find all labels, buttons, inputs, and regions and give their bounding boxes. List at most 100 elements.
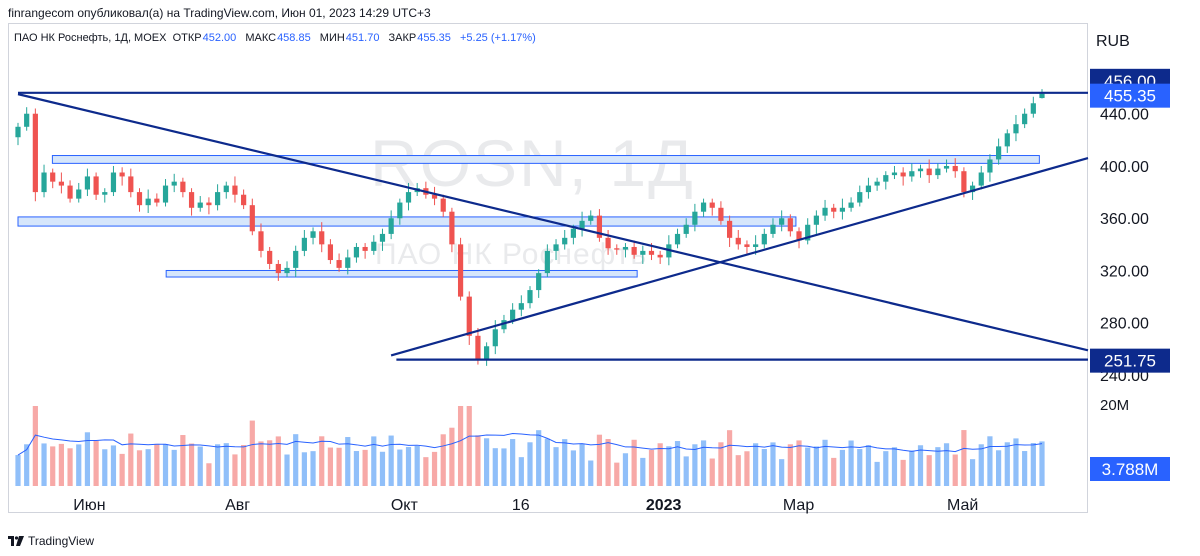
candle-body <box>466 296 472 336</box>
volume-bar <box>67 448 73 486</box>
volume-bar <box>1030 443 1036 486</box>
volume-bar <box>58 443 64 486</box>
volume-bar <box>267 440 273 486</box>
price-label-last: 455.35 <box>1090 83 1170 108</box>
support-resistance-zones <box>17 155 1040 278</box>
candle-body <box>813 215 819 225</box>
candle-body <box>388 218 394 234</box>
volume-bar <box>622 453 629 486</box>
candle-body <box>614 248 620 250</box>
price-label-last-text: 455.35 <box>1104 87 1156 106</box>
footer[interactable]: TradingView <box>8 534 94 548</box>
volume-bar <box>570 450 576 486</box>
volume-bar <box>510 439 516 486</box>
candle-body <box>93 176 99 195</box>
volume-bar <box>596 434 603 486</box>
volume-bar <box>718 442 724 486</box>
volume-bar <box>700 440 707 486</box>
candle-body <box>484 346 490 360</box>
volume-bar <box>527 442 533 486</box>
volume-bar <box>284 454 290 486</box>
volume-bar <box>76 444 82 486</box>
volume-bar <box>501 448 507 486</box>
volume-bar <box>423 457 429 486</box>
candle-body <box>128 176 134 193</box>
volume-axis-label: 20M <box>1100 397 1129 414</box>
candle-body <box>865 185 872 193</box>
candle-body <box>952 165 958 172</box>
volume-bar <box>345 437 351 486</box>
candle-body <box>84 176 91 190</box>
volume-bar <box>579 443 585 486</box>
volume-bar <box>154 443 160 486</box>
candle-body <box>831 207 837 212</box>
trend-lines <box>17 91 1089 361</box>
trend-line-1[interactable] <box>17 93 1089 352</box>
tradingview-logo-icon <box>8 536 24 546</box>
zone-3[interactable] <box>165 269 638 278</box>
volume-bar <box>397 449 403 486</box>
candle-body <box>909 171 915 177</box>
candle-body <box>214 192 221 206</box>
candle-body <box>371 241 377 251</box>
candle-body <box>874 181 880 186</box>
volume-bar <box>110 445 117 486</box>
zone-1[interactable] <box>51 155 1040 164</box>
volume-bar <box>327 447 334 486</box>
volume-bar <box>319 436 325 486</box>
ohlc-legend: ПАО НК Роснефть, 1Д, MOEX ОТКР452.00 МАК… <box>14 32 536 44</box>
candle-body <box>1039 93 1045 99</box>
trend-line-2[interactable] <box>390 157 1089 357</box>
volume-bar <box>440 434 446 486</box>
volume-bar <box>640 457 646 486</box>
candle-body <box>284 267 290 274</box>
candle-body <box>475 335 481 360</box>
zone-2[interactable] <box>17 216 797 227</box>
volume-bar <box>753 443 759 486</box>
volume-bar <box>41 443 47 486</box>
volume-bar <box>839 449 846 486</box>
volume-bar <box>50 446 56 486</box>
candle-body <box>1004 133 1010 147</box>
candle-body <box>640 250 646 255</box>
candle-body <box>431 194 438 199</box>
candle-body <box>258 231 264 251</box>
candle-body <box>510 309 516 321</box>
volume-bar <box>822 439 828 486</box>
axis-unit-label: RUB <box>1096 33 1130 50</box>
volume-bar <box>891 447 898 486</box>
candle-body <box>249 205 255 232</box>
volume-bar <box>553 447 559 486</box>
candle-body <box>700 202 707 212</box>
y-tick-label: 280.00 <box>1100 316 1149 333</box>
candle-body <box>310 231 316 238</box>
candle-body <box>1022 113 1028 125</box>
chart-frame[interactable] <box>8 23 1088 513</box>
volume-bar <box>544 438 550 486</box>
candle-body <box>136 192 143 206</box>
legend-low-label: МИН <box>319 32 345 44</box>
candle-body <box>735 237 741 245</box>
candle-body <box>579 220 585 229</box>
candle-body <box>622 246 629 250</box>
price-label-251: 251.75 <box>1090 348 1170 373</box>
volume-bar <box>310 451 316 486</box>
volume-bar <box>414 445 420 486</box>
y-tick-label: 360.00 <box>1100 211 1149 228</box>
volume-bar <box>431 451 438 486</box>
candle-body <box>110 172 117 193</box>
candle-body <box>527 290 533 304</box>
candle-body <box>119 172 125 177</box>
candle-body <box>935 168 941 176</box>
volume-bar <box>249 420 255 486</box>
candle-body <box>267 250 273 264</box>
candle-body <box>58 181 64 186</box>
volume-bar <box>371 436 377 486</box>
y-tick-label: 320.00 <box>1100 263 1149 280</box>
volume-bar <box>605 439 611 486</box>
volume-bar <box>475 435 481 486</box>
candle-body <box>353 246 360 258</box>
volume-bar <box>518 457 524 486</box>
